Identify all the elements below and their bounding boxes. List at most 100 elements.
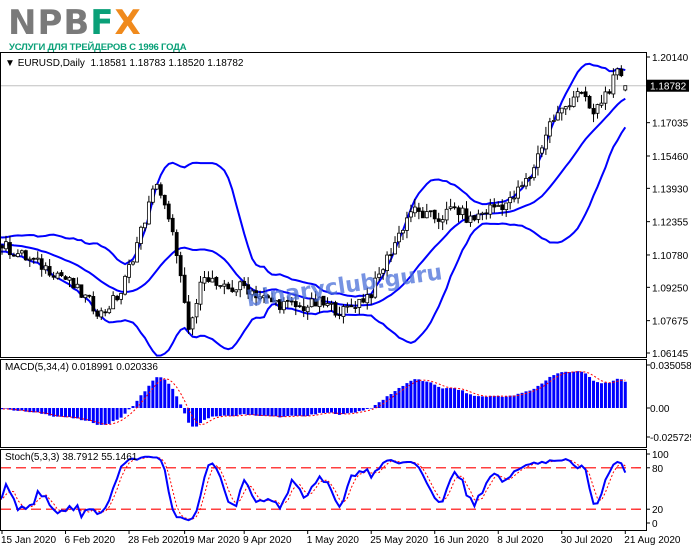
candle bbox=[198, 281, 203, 305]
macd-bar bbox=[210, 408, 214, 417]
candle bbox=[281, 301, 286, 311]
candle bbox=[186, 301, 191, 330]
macd-bar bbox=[496, 395, 500, 408]
macd-bar bbox=[512, 395, 516, 408]
macd-bar bbox=[357, 408, 361, 412]
macd-bar bbox=[238, 408, 242, 415]
macd-main-value: 0.018991 bbox=[71, 362, 114, 373]
macd-bar bbox=[484, 396, 488, 408]
candle bbox=[444, 208, 449, 221]
candle bbox=[31, 257, 36, 260]
candle bbox=[222, 283, 227, 287]
candle bbox=[611, 74, 616, 95]
logo-tagline: УСЛУГИ ДЛЯ ТРЕЙДЕРОВ С 1996 ГОДА bbox=[9, 42, 187, 53]
macd-bar bbox=[206, 408, 210, 419]
macd-bar bbox=[349, 408, 353, 413]
macd-bar bbox=[488, 395, 492, 408]
candle bbox=[587, 95, 592, 109]
macd-bar bbox=[294, 408, 298, 416]
macd-bar bbox=[111, 408, 115, 422]
candle bbox=[524, 178, 528, 187]
candle bbox=[103, 311, 108, 314]
macd-bar bbox=[318, 408, 322, 413]
pane-frame-1 bbox=[0, 359, 647, 448]
macd-bar bbox=[87, 408, 91, 421]
macd-bar bbox=[107, 408, 111, 424]
candle bbox=[170, 217, 175, 233]
macd-bar bbox=[548, 376, 552, 408]
macd-bar bbox=[369, 408, 373, 409]
candle bbox=[551, 120, 556, 122]
low-value: 1.18520 bbox=[168, 58, 205, 69]
candle bbox=[369, 294, 374, 299]
candle bbox=[317, 296, 322, 308]
macd-bar bbox=[199, 408, 202, 424]
candle bbox=[516, 186, 520, 199]
macd-bar bbox=[119, 408, 123, 418]
macd-bar bbox=[464, 393, 468, 408]
y-tick-label: 1.10780 bbox=[652, 251, 689, 262]
candle bbox=[488, 204, 493, 215]
macd-bar bbox=[127, 408, 131, 410]
macd-bar bbox=[60, 408, 64, 417]
macd-bar bbox=[16, 408, 20, 411]
candle bbox=[464, 208, 469, 223]
macd-bar bbox=[326, 408, 330, 413]
macd-bar bbox=[155, 377, 159, 408]
logo-text-green: F bbox=[90, 3, 115, 43]
macd-bar bbox=[480, 396, 484, 408]
logo-text-gray: NPB bbox=[8, 3, 91, 43]
x-tick-label: 21 Aug 2020 bbox=[624, 535, 681, 546]
candle bbox=[480, 212, 485, 215]
macd-bar bbox=[389, 394, 393, 408]
candle bbox=[345, 305, 350, 308]
stoch-d-value: 55.1461 bbox=[101, 452, 138, 463]
y-tick-label: 1.15460 bbox=[652, 152, 689, 163]
candle bbox=[83, 294, 88, 298]
candle bbox=[143, 222, 147, 229]
candle bbox=[15, 253, 20, 257]
candle bbox=[472, 215, 477, 221]
candle bbox=[178, 255, 183, 277]
current-price-tag bbox=[647, 79, 689, 92]
candle bbox=[420, 210, 425, 219]
candle bbox=[460, 207, 465, 216]
macd-bar bbox=[262, 408, 266, 416]
macd-bar bbox=[580, 371, 584, 408]
y-tick-label: 1.06145 bbox=[652, 349, 689, 360]
macd-bar bbox=[536, 385, 540, 408]
candle bbox=[309, 298, 314, 308]
dropdown-triangle-icon[interactable]: ▼ bbox=[5, 58, 15, 69]
candle bbox=[218, 285, 223, 287]
macd-bar bbox=[151, 380, 155, 408]
macd-bar bbox=[40, 408, 44, 414]
macd-bar bbox=[75, 408, 79, 419]
candle bbox=[158, 184, 163, 196]
candle bbox=[575, 91, 580, 98]
price-header: ▼ EURUSD,Daily 1.18581 1.18783 1.18520 1… bbox=[5, 58, 243, 69]
candle bbox=[504, 202, 509, 211]
candle bbox=[496, 205, 501, 207]
macd-bar bbox=[393, 391, 397, 408]
macd-bar bbox=[524, 391, 528, 408]
candle bbox=[194, 303, 199, 318]
macd-bar bbox=[282, 408, 286, 417]
macd-bar bbox=[234, 408, 238, 417]
candle bbox=[162, 194, 167, 206]
candle bbox=[532, 167, 536, 179]
y-tick-label: 1.07675 bbox=[652, 317, 689, 328]
candle bbox=[325, 303, 330, 306]
logo-text-orange: X bbox=[114, 3, 142, 43]
candle bbox=[559, 107, 564, 114]
candle bbox=[365, 294, 370, 304]
pane-frame-0 bbox=[0, 52, 647, 358]
candle bbox=[341, 306, 346, 317]
current-price-label: 1.18782 bbox=[650, 82, 687, 93]
candle bbox=[115, 295, 120, 301]
x-tick-label: 25 May 2020 bbox=[370, 535, 428, 546]
candle bbox=[59, 272, 64, 277]
candle bbox=[111, 295, 116, 310]
macd-bar bbox=[401, 385, 405, 408]
